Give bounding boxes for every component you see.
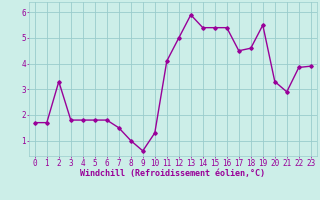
X-axis label: Windchill (Refroidissement éolien,°C): Windchill (Refroidissement éolien,°C) xyxy=(80,169,265,178)
